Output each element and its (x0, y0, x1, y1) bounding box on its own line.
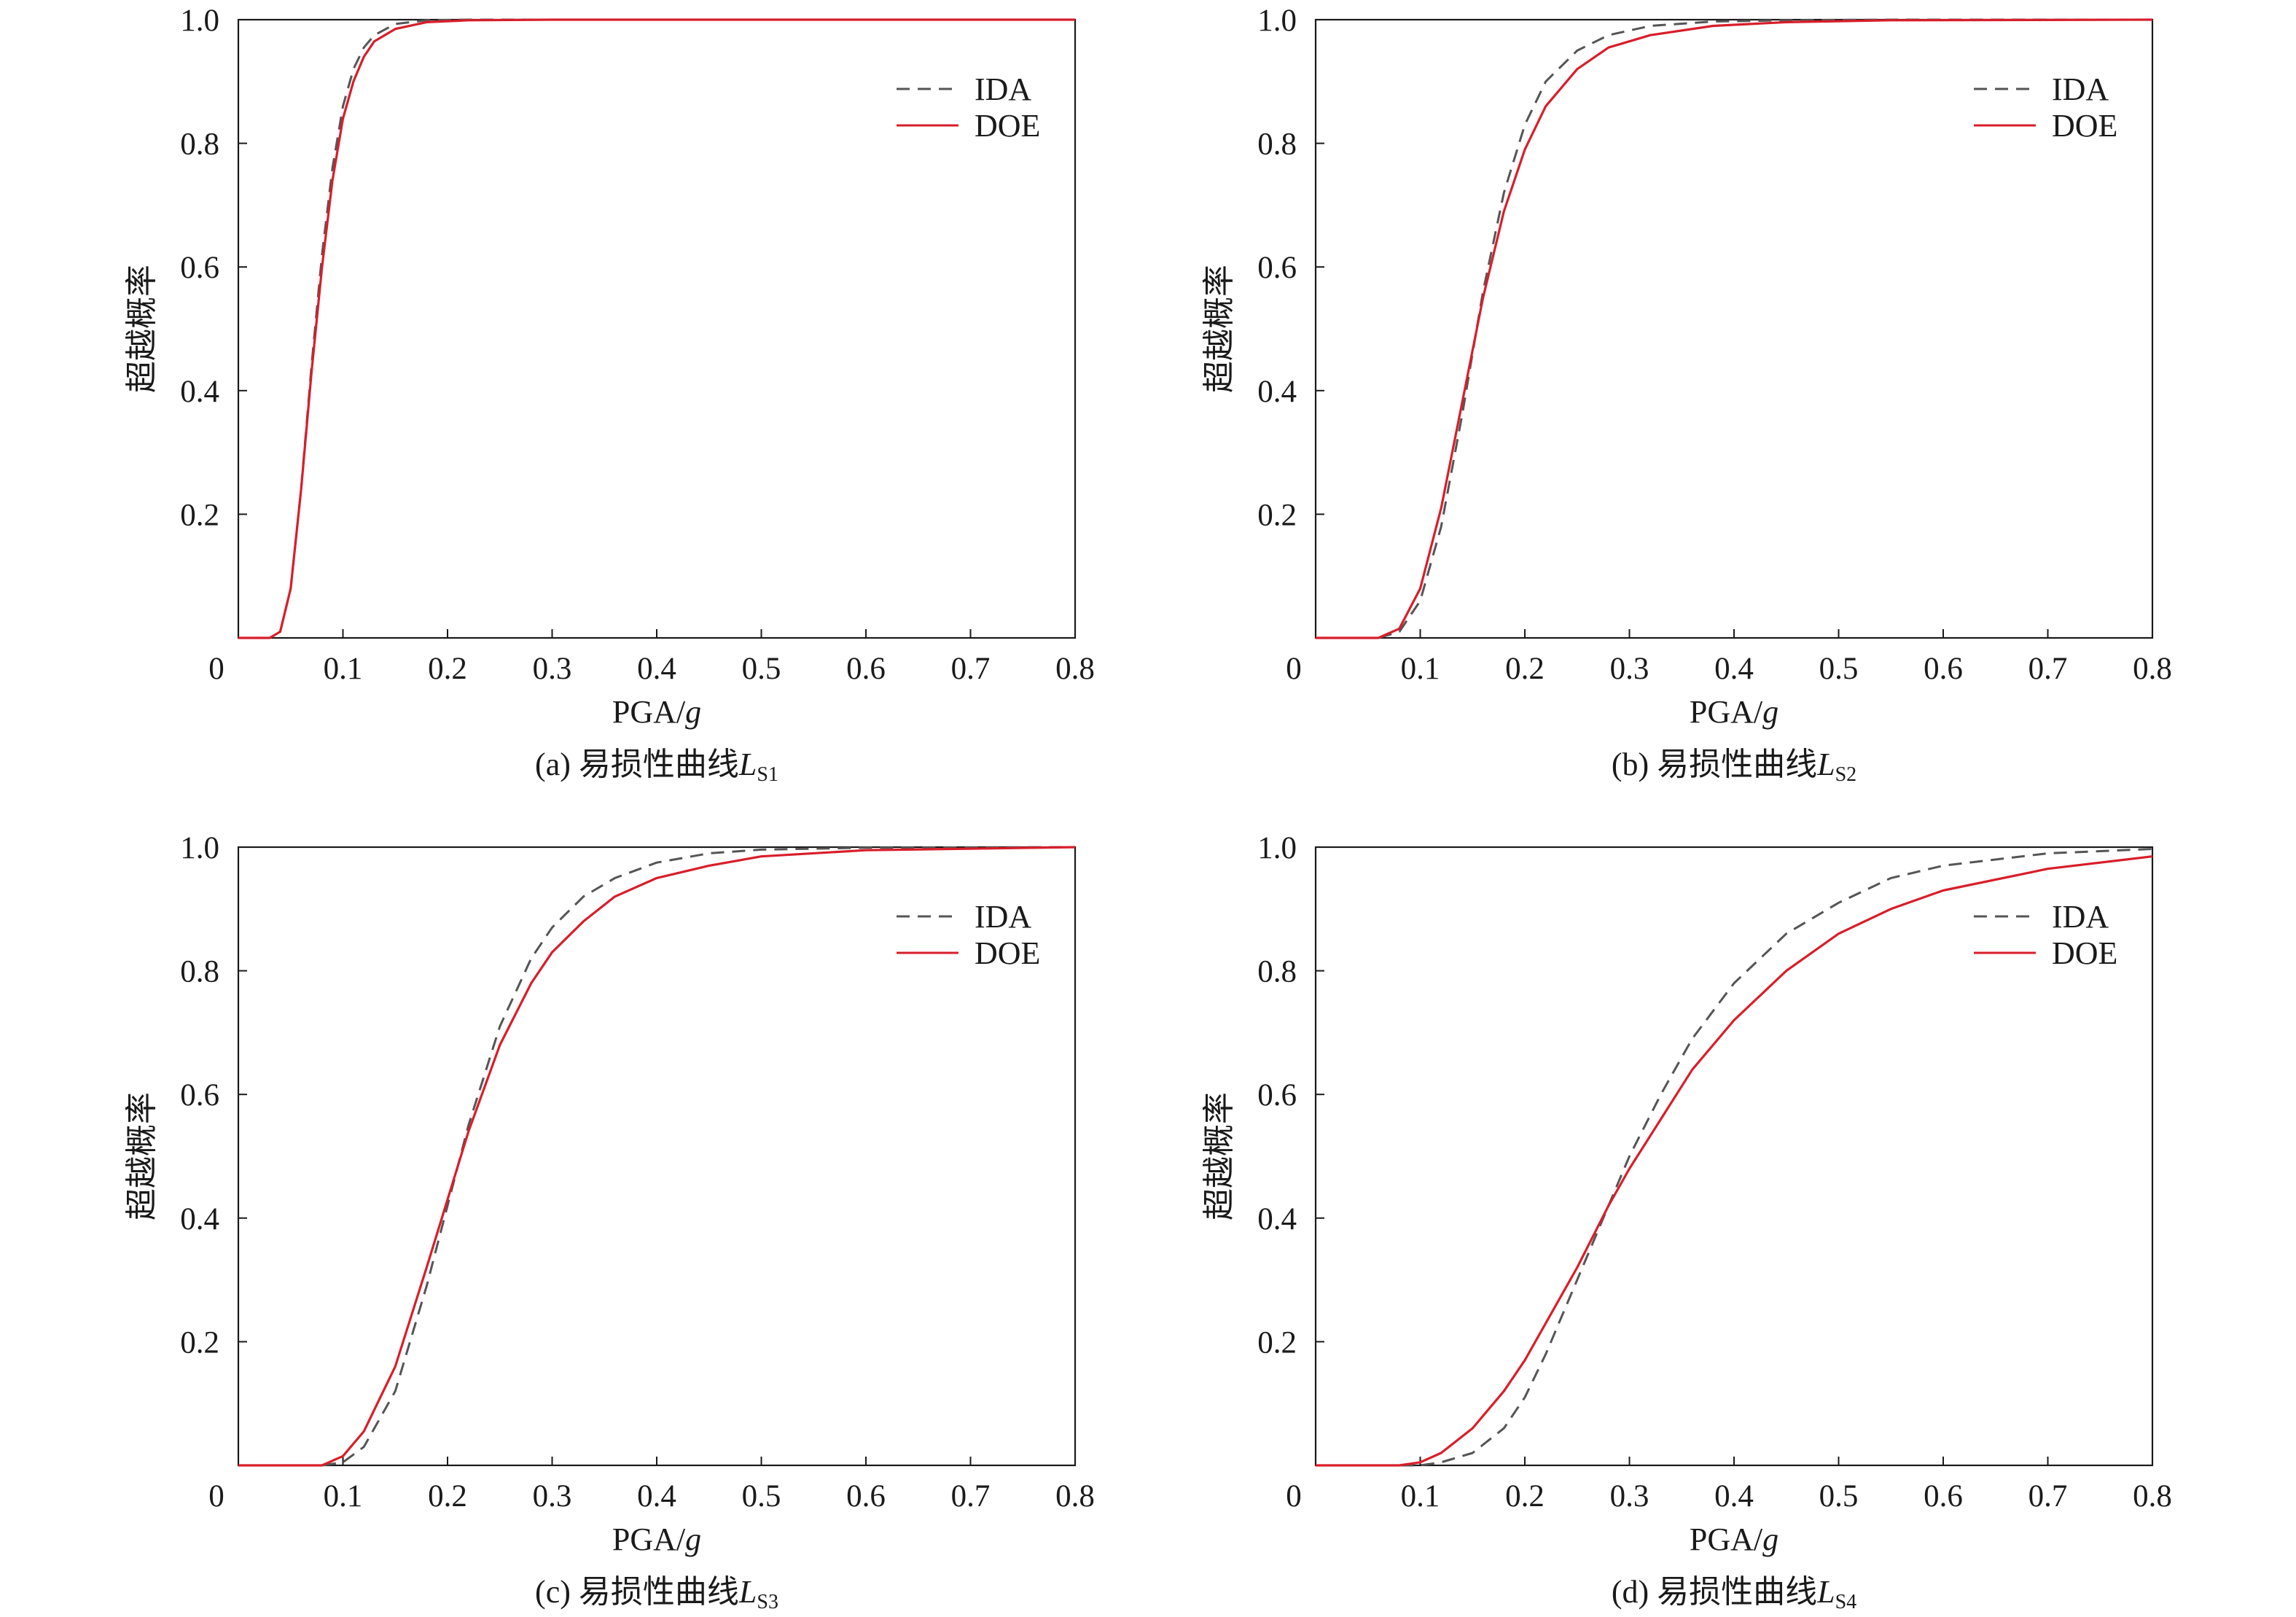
y-tick-label: 0.4 (180, 1202, 219, 1236)
y-tick-label: 0.4 (1257, 375, 1297, 409)
series-line-doe (238, 18, 1075, 639)
panel-caption: (c) 易损性曲线LS3 (535, 1574, 778, 1613)
series-line-ida (1316, 848, 2153, 1467)
x-tick-label: 0.6 (1924, 1479, 1963, 1513)
series-line-ida (238, 846, 1076, 1467)
x-tick-label: 0.8 (2133, 1479, 2172, 1513)
x-tick-label: 0.2 (1505, 1479, 1545, 1513)
y-tick-label: 0.2 (180, 498, 219, 532)
panel-caption: (a) 易损性曲线LS1 (535, 747, 778, 786)
x-tick-label: 0.6 (1924, 652, 1963, 686)
x-tick-label: 0.3 (1610, 652, 1649, 686)
x-tick-label: 0.5 (1819, 1479, 1859, 1513)
x-tick-label: 0.6 (846, 652, 886, 686)
legend-label-doe: DOE (975, 108, 1040, 144)
y-tick-label: 1.0 (180, 4, 219, 38)
legend-label-ida: IDA (975, 71, 1031, 107)
y-axis-title: 超越概率 (124, 1092, 160, 1220)
legend-label-doe: DOE (2052, 108, 2117, 144)
y-tick-label: 1.0 (1257, 831, 1297, 865)
y-tick-label: 0.2 (1257, 1325, 1297, 1360)
y-tick-label: 0.4 (1257, 1202, 1297, 1236)
plot-frame (237, 846, 1077, 1467)
x-tick-label: 0.1 (324, 1479, 363, 1513)
series-line-ida (238, 18, 1075, 639)
x-tick-label: 0.5 (742, 1479, 781, 1513)
x-tick-label: 0.1 (1401, 1479, 1440, 1513)
y-axis-title: 超越概率 (124, 265, 160, 393)
legend-label-ida: IDA (2052, 71, 2109, 107)
y-tick-label: 0.6 (180, 1078, 219, 1113)
x-tick-label: 0.6 (846, 1479, 886, 1513)
y-tick-label: 0.4 (180, 375, 219, 409)
x-tick-label: 0.8 (1055, 652, 1095, 686)
series-line-doe (238, 846, 1076, 1467)
plot-frame (237, 18, 1077, 639)
x-tick-label: 0.5 (1819, 652, 1859, 686)
panel-caption: (d) 易损性曲线LS4 (1612, 1574, 1856, 1613)
legend-label-ida: IDA (975, 899, 1031, 935)
y-axis-title: 超越概率 (1201, 265, 1237, 393)
x-tick-label: 0.1 (324, 652, 363, 686)
x-tick-label: 0.1 (1401, 652, 1440, 686)
y-tick-label: 0.2 (1257, 498, 1297, 532)
series-line-doe (1316, 18, 2153, 639)
y-tick-label: 0.8 (1257, 955, 1297, 989)
x-tick-label: 0.8 (2133, 652, 2172, 686)
y-tick-label: 0.8 (180, 955, 219, 989)
legend-label-doe: DOE (975, 935, 1040, 971)
chart-panel-a: 0 0.1 0.2 0.3 0.4 0.5 0.6 0.7 0.8 0.2 0.4 0.6 0.8 1.0… (124, 4, 1095, 786)
x-tick-label: 0.4 (637, 1479, 676, 1513)
chart-panel-c: 0 0.1 0.2 0.3 0.4 0.5 0.6 0.7 0.8 0.2 0.4 0.6 0.8 1.0… (124, 831, 1095, 1613)
x-tick-label: 0.2 (428, 652, 467, 686)
x-tick-label: 0.4 (1714, 1479, 1754, 1513)
x-tick-label: 0.2 (428, 1479, 467, 1513)
x-tick-label: 0 (1286, 652, 1302, 686)
x-axis-title: PGA/g (1690, 694, 1778, 730)
y-tick-label: 1.0 (1257, 4, 1297, 38)
legend-label-doe: DOE (2052, 935, 2117, 971)
panel-caption: (b) 易损性曲线LS2 (1612, 747, 1856, 786)
x-tick-label: 0.7 (951, 652, 991, 686)
plot-frame (1314, 846, 2154, 1467)
y-tick-label: 0.8 (180, 128, 219, 162)
x-tick-label: 0.7 (951, 1479, 991, 1513)
x-tick-label: 0.7 (2028, 652, 2068, 686)
x-tick-label: 0 (208, 652, 224, 686)
x-axis-title: PGA/g (612, 694, 701, 730)
x-tick-label: 0.3 (533, 1479, 572, 1513)
chart-panel-b: 0 0.1 0.2 0.3 0.4 0.5 0.6 0.7 0.8 0.2 0.4 0.6 0.8 1.0… (1201, 4, 2172, 786)
x-tick-label: 0.5 (742, 652, 781, 686)
plot-frame (1314, 18, 2154, 639)
chart-panel-d: 0 0.1 0.2 0.3 0.4 0.5 0.6 0.7 0.8 0.2 0.4 0.6 0.8 1.0… (1201, 831, 2172, 1613)
y-tick-label: 0.6 (1257, 251, 1297, 285)
y-tick-label: 0.6 (180, 251, 219, 285)
x-tick-label: 0 (1286, 1479, 1302, 1513)
x-tick-label: 0.7 (2028, 1479, 2068, 1513)
y-tick-label: 1.0 (180, 831, 219, 865)
legend-label-ida: IDA (2052, 899, 2109, 935)
y-tick-label: 0.8 (1257, 128, 1297, 162)
x-tick-label: 0 (208, 1479, 224, 1513)
x-tick-label: 0.8 (1055, 1479, 1095, 1513)
x-axis-title: PGA/g (612, 1521, 701, 1557)
y-tick-label: 0.6 (1257, 1078, 1297, 1113)
x-tick-label: 0.3 (1610, 1479, 1649, 1513)
x-tick-label: 0.4 (637, 652, 676, 686)
series-line-doe (1316, 855, 2153, 1467)
x-tick-label: 0.4 (1714, 652, 1754, 686)
y-axis-title: 超越概率 (1201, 1092, 1237, 1220)
x-axis-title: PGA/g (1690, 1521, 1778, 1557)
x-tick-label: 0.2 (1505, 652, 1545, 686)
series-line-ida (1316, 18, 2152, 639)
y-tick-label: 0.2 (180, 1325, 219, 1360)
x-tick-label: 0.3 (533, 652, 572, 686)
